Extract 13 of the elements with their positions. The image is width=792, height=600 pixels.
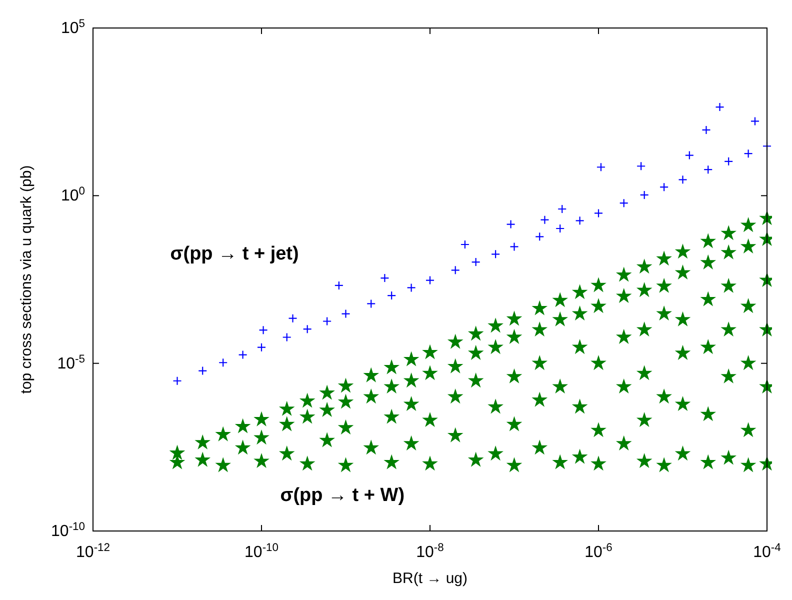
x-tick-label: 10$^{-4}$ <box>753 542 781 561</box>
text: σ(pp → t + jet) <box>170 243 299 264</box>
x-tick-label: 10$^{-12}$ <box>76 542 110 561</box>
y-tick-label: 10$^{-10}$ <box>51 521 85 540</box>
y-tick-label: 10$^{0}$ <box>60 186 85 205</box>
y-axis-title: top cross sections via u quark (pb) <box>18 165 35 394</box>
x-axis-title: BR(t → ug) <box>392 570 468 587</box>
series-label: σ(pp → t + W) <box>280 484 405 506</box>
x-tick-label: 10$^{-6}$ <box>584 542 612 561</box>
y-tick-label: 10$^{5}$ <box>60 18 85 37</box>
x-tick-label: 10$^{-10}$ <box>244 542 278 561</box>
x-tick-label: 10$^{-8}$ <box>416 542 444 561</box>
y-tick-label: 10$^{-5}$ <box>57 353 85 372</box>
